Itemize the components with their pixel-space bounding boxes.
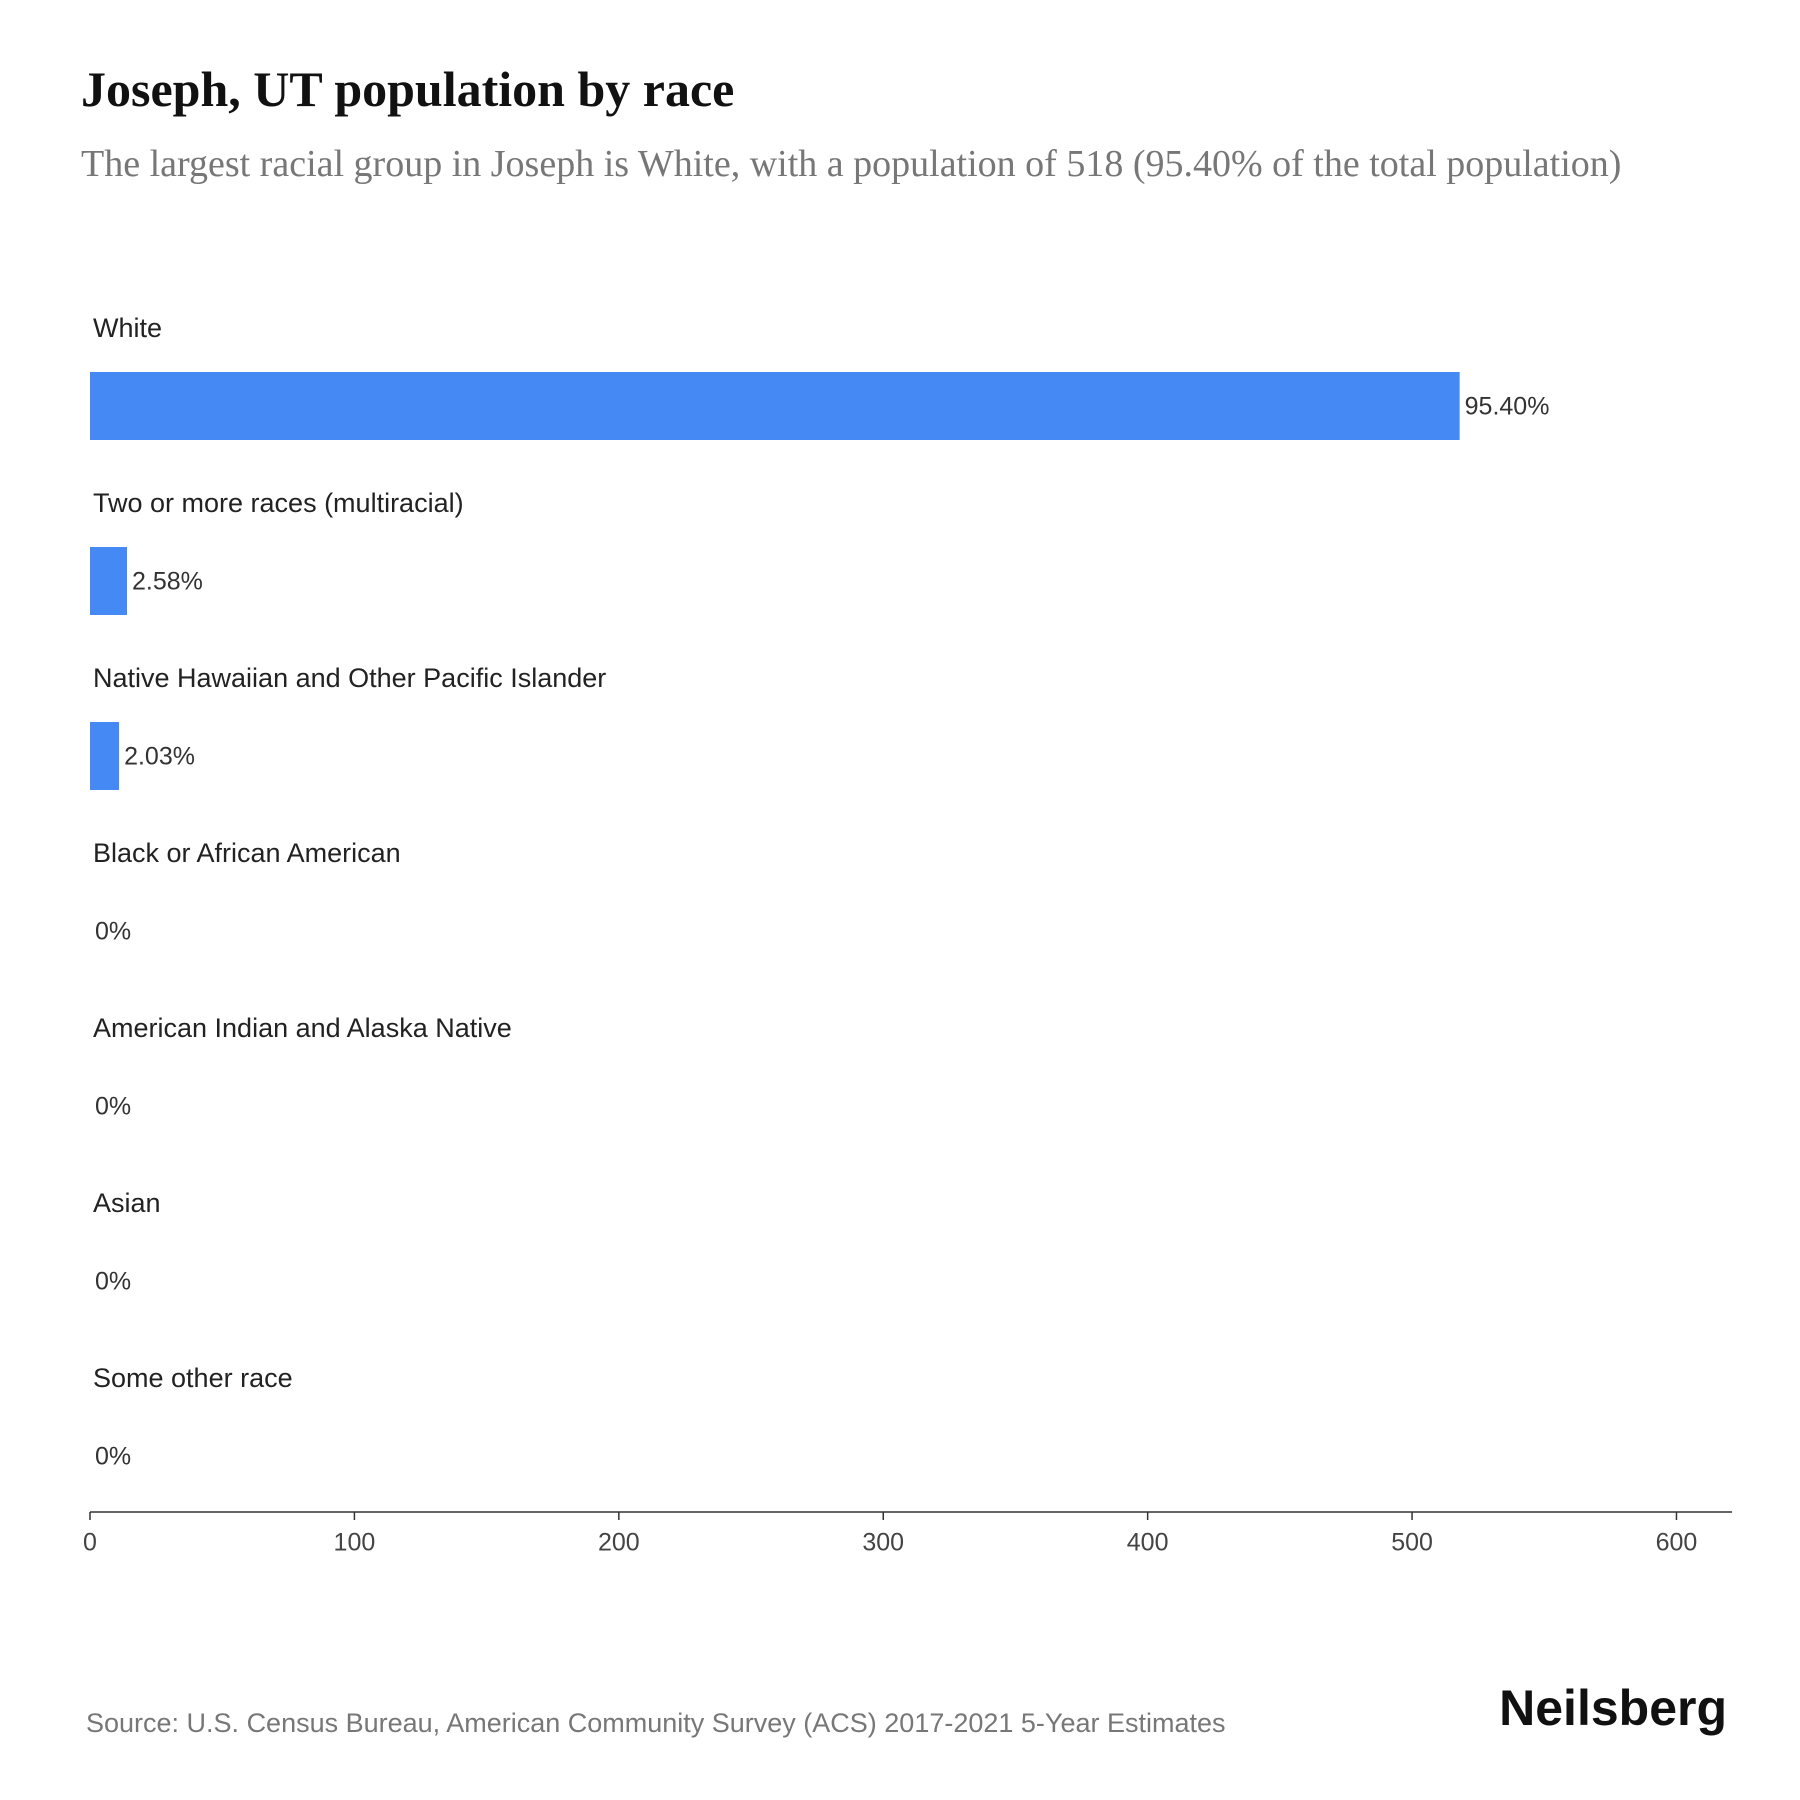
x-tick-label: 400 [1127, 1529, 1169, 1557]
category-label: Black or African American [93, 838, 401, 868]
x-tick-label: 500 [1391, 1529, 1433, 1557]
value-label: 0% [95, 1268, 131, 1296]
bar [90, 547, 128, 615]
x-tick-label: 0 [83, 1529, 97, 1557]
x-tick-label: 200 [598, 1529, 640, 1557]
value-label: 2.58% [132, 568, 203, 596]
category-label: Some other race [93, 1363, 293, 1393]
chart-title: Joseph, UT population by race [81, 61, 735, 117]
category-label: White [93, 313, 162, 343]
category-label: Asian [93, 1188, 161, 1218]
x-tick-label: 100 [334, 1529, 376, 1557]
source-note: Source: U.S. Census Bureau, American Com… [86, 1708, 1226, 1738]
value-label: 0% [95, 1443, 131, 1471]
x-tick-label: 600 [1656, 1529, 1698, 1557]
value-label: 2.03% [124, 743, 195, 771]
x-tick-label: 300 [862, 1529, 904, 1557]
brand-logo: Neilsberg [1499, 1680, 1727, 1736]
value-label: 95.40% [1465, 393, 1550, 421]
category-label: American Indian and Alaska Native [93, 1013, 512, 1043]
chart-subtitle: The largest racial group in Joseph is Wh… [81, 143, 1622, 185]
bar [90, 722, 120, 790]
bar [90, 372, 1460, 440]
value-label: 0% [95, 918, 131, 946]
value-label: 0% [95, 1093, 131, 1121]
category-label: Native Hawaiian and Other Pacific Island… [93, 663, 606, 693]
category-label: Two or more races (multiracial) [93, 488, 464, 518]
